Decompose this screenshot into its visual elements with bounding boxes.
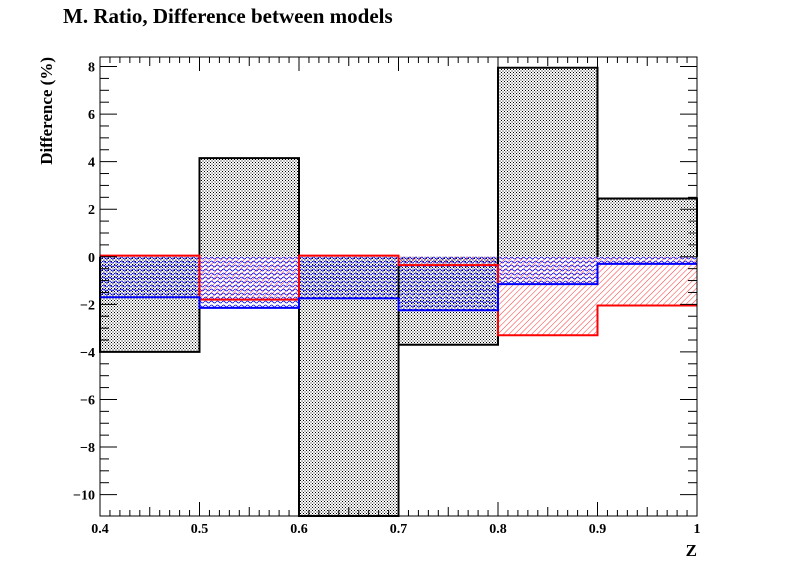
y-tick-label: 2 bbox=[88, 203, 95, 218]
series-2-bin-2-fill bbox=[299, 256, 399, 299]
x-tick-label: 1 bbox=[694, 522, 701, 537]
series-0-bin-1-fill bbox=[199, 158, 299, 257]
y-tick-label: 0 bbox=[88, 251, 95, 266]
x-tick-label: 0.8 bbox=[489, 522, 507, 537]
y-tick-label: −2 bbox=[80, 298, 95, 313]
series-1-step-line bbox=[100, 254, 697, 337]
y-tick-label: −10 bbox=[73, 489, 95, 504]
x-tick-label: 0.5 bbox=[191, 522, 209, 537]
series-0-bin-4 bbox=[497, 66, 599, 257]
plot-area bbox=[99, 66, 698, 517]
series-2-bin-4-fill bbox=[498, 256, 598, 285]
y-tick-label: 4 bbox=[88, 156, 95, 171]
y-axis-title: Difference (%) bbox=[37, 57, 56, 165]
series-0-bin-1 bbox=[198, 157, 300, 257]
y-tick-label: 8 bbox=[88, 61, 95, 76]
x-tick-label: 0.4 bbox=[91, 522, 109, 537]
series-0-bin-5-fill bbox=[597, 198, 697, 257]
x-axis-title: Z bbox=[686, 541, 697, 560]
series-2-step-line bbox=[100, 262, 697, 312]
series-2-bin-5-fill bbox=[597, 256, 697, 264]
x-tick-label: 0.6 bbox=[290, 522, 308, 537]
series-0-bin-4-fill bbox=[498, 67, 598, 257]
y-tick-label: −6 bbox=[80, 393, 95, 408]
y-tick-label: −8 bbox=[80, 441, 95, 456]
x-tick-label: 0.7 bbox=[390, 522, 408, 537]
axes: 0.4 0.5 0.6 0.7 0.8 0.9 1 8 6 4 2 0 −2 −4 −6 −8 −10 bbox=[73, 56, 701, 537]
series-0-bin-2-fill bbox=[299, 256, 399, 516]
y-tick-label: −4 bbox=[80, 346, 95, 361]
x-tick-label: 0.9 bbox=[589, 522, 607, 537]
chart-title: M. Ratio, Difference between models bbox=[63, 4, 393, 28]
series-2-bin-0-fill bbox=[100, 256, 200, 298]
y-tick-label: 6 bbox=[88, 108, 95, 123]
